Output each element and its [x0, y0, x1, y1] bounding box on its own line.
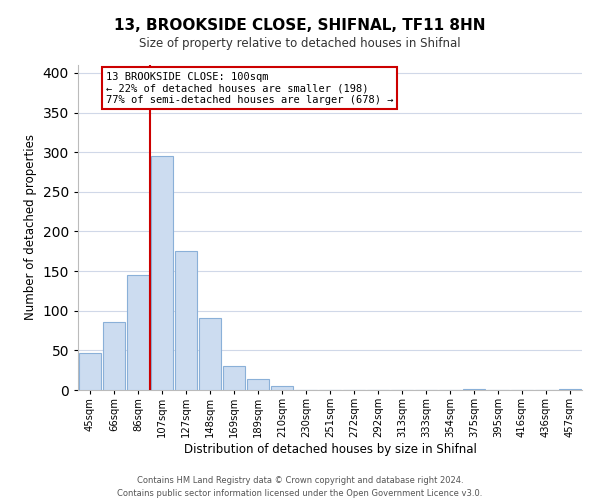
Bar	[199, 318, 221, 390]
Bar	[175, 252, 197, 390]
Bar	[271, 386, 293, 390]
Bar	[127, 275, 149, 390]
Text: 13 BROOKSIDE CLOSE: 100sqm
← 22% of detached houses are smaller (198)
77% of sem: 13 BROOKSIDE CLOSE: 100sqm ← 22% of deta…	[106, 72, 393, 104]
Y-axis label: Number of detached properties: Number of detached properties	[24, 134, 37, 320]
Bar	[151, 156, 173, 390]
Bar	[463, 389, 485, 390]
Text: Size of property relative to detached houses in Shifnal: Size of property relative to detached ho…	[139, 38, 461, 51]
X-axis label: Distribution of detached houses by size in Shifnal: Distribution of detached houses by size …	[184, 443, 476, 456]
Bar	[79, 352, 101, 390]
Text: 13, BROOKSIDE CLOSE, SHIFNAL, TF11 8HN: 13, BROOKSIDE CLOSE, SHIFNAL, TF11 8HN	[114, 18, 486, 32]
Bar	[559, 389, 581, 390]
Bar	[223, 366, 245, 390]
Bar	[247, 379, 269, 390]
Bar	[103, 322, 125, 390]
Text: Contains HM Land Registry data © Crown copyright and database right 2024.
Contai: Contains HM Land Registry data © Crown c…	[118, 476, 482, 498]
